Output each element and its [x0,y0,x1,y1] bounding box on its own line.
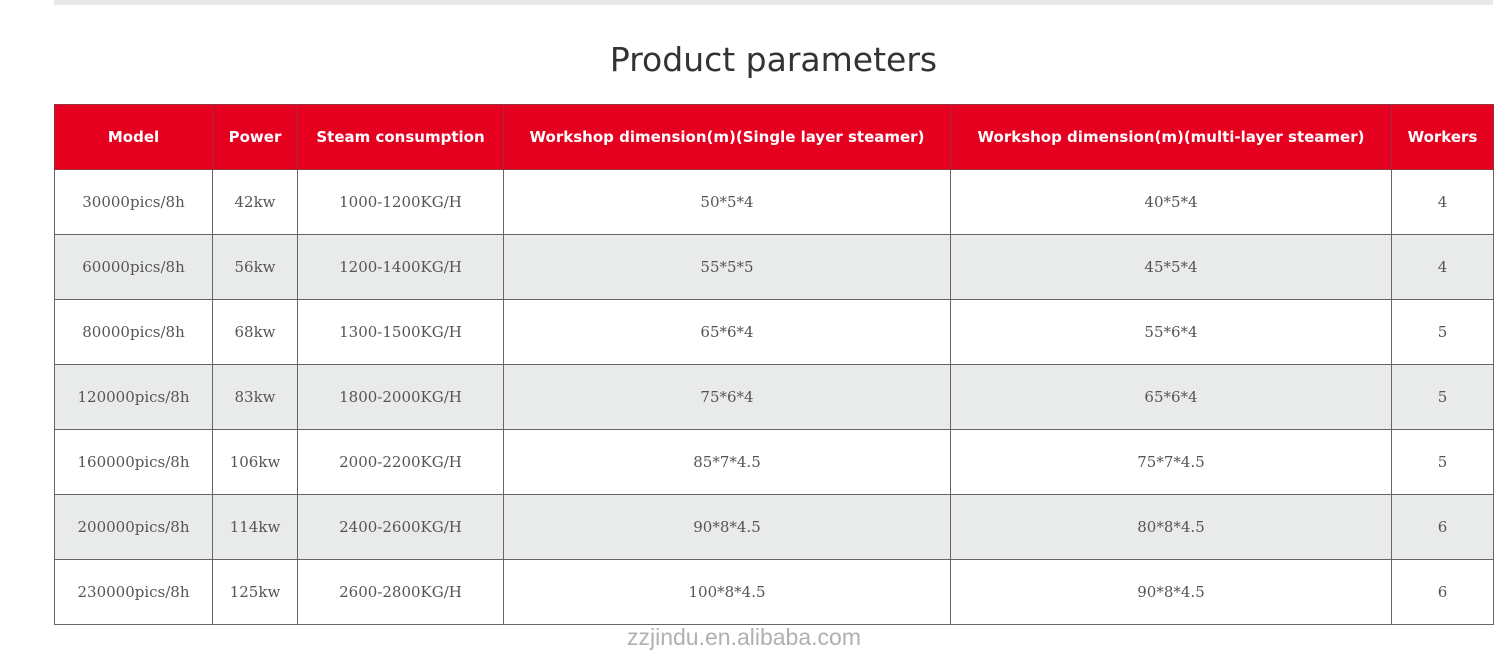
table-cell: 2000-2200KG/H [297,429,504,495]
table-cell: 160000pics/8h [54,429,213,495]
column-header: Workers [1391,104,1494,170]
table-cell: 5 [1391,364,1494,430]
table-cell: 65*6*4 [950,364,1392,430]
column-header: Workshop dimension(m)(Single layer steam… [503,104,951,170]
watermark: zzjindu.en.alibaba.com [627,624,861,650]
table-cell: 75*6*4 [503,364,951,430]
page-title: Product parameters [609,40,938,79]
table-cell: 6 [1391,559,1494,625]
table-cell: 80000pics/8h [54,299,213,365]
table-row: 80000pics/8h 68kw 1300-1500KG/H 65*6*4 55*6*… [54,299,1494,365]
table-cell: 50*5*4 [503,169,951,235]
table-row: 160000pics/8h 106kw 2000-2200KG/H 85*7*4.5 7… [54,429,1494,495]
table-cell: 42kw [212,169,298,235]
table-cell: 1300-1500KG/H [297,299,504,365]
table-cell: 55*5*5 [503,234,951,300]
table-cell: 120000pics/8h [54,364,213,430]
table-cell: 1200-1400KG/H [297,234,504,300]
table-cell: 4 [1391,169,1494,235]
table-row: 30000pics/8h 42kw 1000-1200KG/H 50*5*4 40*5*… [54,169,1494,235]
table-cell: 2400-2600KG/H [297,494,504,560]
table-cell: 106kw [212,429,298,495]
table-cell: 114kw [212,494,298,560]
table-row: 200000pics/8h 114kw 2400-2600KG/H 90*8*4.5 8… [54,494,1494,560]
table-cell: 40*5*4 [950,169,1392,235]
table-cell: 68kw [212,299,298,365]
column-header: Steam consumption [297,104,504,170]
product-parameters-table: Model Power Steam consumption Workshop dime… [54,104,1494,625]
table-cell: 30000pics/8h [54,169,213,235]
table-cell: 65*6*4 [503,299,951,365]
column-header: Power [212,104,298,170]
table-cell: 80*8*4.5 [950,494,1392,560]
table-cell: 125kw [212,559,298,625]
table-cell: 45*5*4 [950,234,1392,300]
table-cell: 60000pics/8h [54,234,213,300]
table-cell: 90*8*4.5 [950,559,1392,625]
table-cell: 75*7*4.5 [950,429,1392,495]
column-header: Model [54,104,213,170]
table-cell: 4 [1391,234,1494,300]
table-cell: 85*7*4.5 [503,429,951,495]
top-divider [54,0,1493,5]
table-cell: 100*8*4.5 [503,559,951,625]
table-cell: 230000pics/8h [54,559,213,625]
table-cell: 200000pics/8h [54,494,213,560]
table-cell: 1000-1200KG/H [297,169,504,235]
column-header: Workshop dimension(m)(multi-layer steame… [950,104,1392,170]
table-row: 120000pics/8h 83kw 1800-2000KG/H 75*6*4 65*6… [54,364,1494,430]
table-cell: 90*8*4.5 [503,494,951,560]
table-cell: 56kw [212,234,298,300]
table-cell: 5 [1391,429,1494,495]
table-header-row: Model Power Steam consumption Workshop dime… [54,104,1494,170]
table-cell: 83kw [212,364,298,430]
table-row: 230000pics/8h 125kw 2600-2800KG/H 100*8*4.5… [54,559,1494,625]
table-cell: 55*6*4 [950,299,1392,365]
table-row: 60000pics/8h 56kw 1200-1400KG/H 55*5*5 45*5*… [54,234,1494,300]
table-cell: 2600-2800KG/H [297,559,504,625]
table-cell: 1800-2000KG/H [297,364,504,430]
table-cell: 6 [1391,494,1494,560]
table-cell: 5 [1391,299,1494,365]
